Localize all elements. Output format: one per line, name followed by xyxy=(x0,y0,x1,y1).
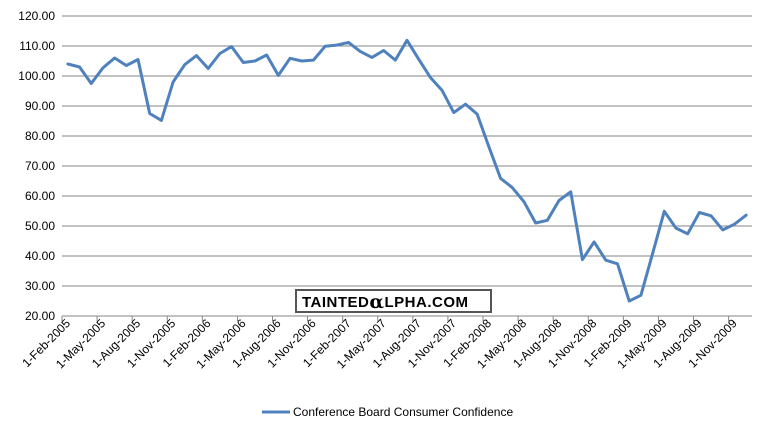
x-axis-ticks xyxy=(61,316,730,321)
y-tick-label: 60.00 xyxy=(25,189,55,203)
y-tick-label: 90.00 xyxy=(25,99,55,113)
y-tick-label: 100.00 xyxy=(18,69,55,83)
y-tick-label: 80.00 xyxy=(25,129,55,143)
watermark-text-before: TAINTED xyxy=(302,294,369,311)
watermark-alpha: α xyxy=(369,291,384,313)
watermark-box xyxy=(295,289,492,313)
y-tick-label: 120.00 xyxy=(18,9,55,23)
gridlines xyxy=(62,15,752,287)
legend-label: Conference Board Consumer Confidence xyxy=(293,405,513,419)
watermark-text-after: LPHA.COM xyxy=(385,294,469,311)
series-line-consumer-confidence xyxy=(66,38,748,303)
watermark: TAINTEDαLPHA.COM xyxy=(295,289,492,313)
legend: Conference Board Consumer Confidence xyxy=(262,405,513,419)
watermark-text: TAINTEDαLPHA.COM xyxy=(302,291,469,313)
y-tick-label: 50.00 xyxy=(25,219,55,233)
y-tick-label: 20.00 xyxy=(25,309,55,323)
y-tick-label: 30.00 xyxy=(25,279,55,293)
y-tick-label: 40.00 xyxy=(25,249,55,263)
y-axis-labels: 20.00 30.00 40.00 50.00 60.00 70.00 80.00 90.00… xyxy=(18,9,55,323)
y-tick-label: 110.00 xyxy=(19,39,55,53)
y-tick-label: 70.00 xyxy=(25,159,55,173)
